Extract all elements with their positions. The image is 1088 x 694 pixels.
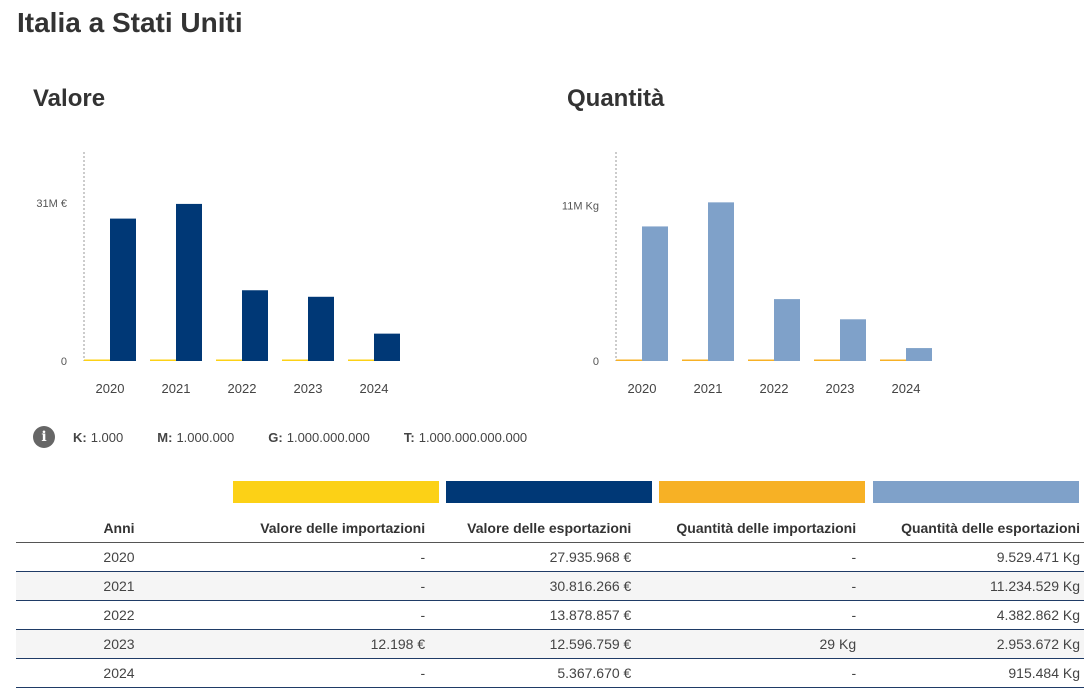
header-import-qty: Quantità delle importazioni [635,514,861,543]
cell-import-qty: - [635,571,861,601]
export-bar-2024 [906,348,932,361]
units-legend: i K: 1.000 M: 1.000.000 G: 1.000.000.000 T:… [33,426,561,448]
x-tick-label-2023: 2023 [826,381,855,396]
cell-export-value: 13.878.857 € [429,600,636,630]
import-bar-2021 [682,359,708,361]
unit-g: G: 1.000.000.000 [268,429,370,445]
x-tick-label-2023: 2023 [294,381,323,396]
header-anni: Anni [16,514,222,543]
cell-export-qty: 2.953.672 Kg [860,629,1084,659]
export-bar-2023 [308,296,334,361]
export-bar-2022 [774,299,800,361]
export-bar-2024 [374,333,400,361]
page-title: Italia a Stati Uniti [17,7,243,38]
x-tick-label-2021: 2021 [694,381,723,396]
cell-export-value: 27.935.968 € [429,542,636,572]
value-bar-chart: 0 31M € 2020 2021 2022 2023 2024 [36,152,400,396]
y-tick-label: 0 [61,356,67,368]
export-bar-2020 [642,226,668,361]
unit-k: K: 1.000 [73,429,124,445]
cell-import-qty: - [635,658,861,688]
cell-import-value: - [222,658,430,688]
chart-title-valore: Valore [33,85,106,112]
quantity-bar-chart: 0 11M Kg 2020 2021 2022 2023 2024 [562,152,932,396]
export-bar-2021 [708,202,734,361]
import-bar-2021 [150,359,176,361]
cell-import-value: 12.198 € [222,629,430,659]
cell-year: 2022 [16,600,222,630]
import-bar-2024 [880,359,906,361]
cell-import-qty: 29 Kg [635,629,861,659]
cell-export-value: 5.367.670 € [429,658,636,688]
table-header-row: Anni Valore delle importazioni Valore de… [16,514,1084,543]
export-qty-color-bar [873,481,1079,503]
cell-year: 2021 [16,571,222,601]
y-tick-label: 11M Kg [562,201,599,213]
cell-export-value: 12.596.759 € [429,629,636,659]
cell-export-qty: 915.484 Kg [860,658,1084,688]
cell-import-qty: - [635,600,861,630]
import-bar-2022 [216,359,242,361]
x-tick-label-2020: 2020 [96,381,125,396]
unit-t: T: 1.000.000.000.000 [403,429,528,445]
y-tick-label: 31M € [36,198,67,210]
header-export-qty: Quantità delle esportazioni [860,514,1084,543]
table-row: 2022 - 13.878.857 € - 4.382.862 Kg [16,600,1084,630]
import-bar-2024 [348,359,374,361]
cell-import-value: - [222,600,430,630]
cell-year: 2020 [16,542,222,572]
export-bar-2023 [840,319,866,361]
export-bar-2020 [110,218,136,361]
export-value-color-bar [446,481,652,503]
import-bar-2023 [282,359,308,361]
cell-export-value: 30.816.266 € [429,571,636,601]
cell-import-qty: - [635,542,861,572]
header-export-value: Valore delle esportazioni [429,514,636,543]
export-bar-2022 [242,290,268,361]
cell-import-value: - [222,571,430,601]
cell-year: 2023 [16,629,222,659]
header-import-value: Valore delle importazioni [222,514,430,543]
x-tick-label-2020: 2020 [628,381,657,396]
x-tick-label-2024: 2024 [360,381,389,396]
unit-m: M: 1.000.000 [157,429,235,445]
info-icon[interactable]: i [33,426,55,448]
y-tick-label: 0 [593,356,599,368]
table-row: 2020 - 27.935.968 € - 9.529.471 Kg [16,542,1084,572]
x-tick-label-2022: 2022 [760,381,789,396]
import-value-color-bar [233,481,439,503]
import-qty-color-bar [659,481,865,503]
import-bar-2022 [748,359,774,361]
table-row: 2023 12.198 € 12.596.759 € 29 Kg 2.953.6… [16,629,1084,659]
cell-export-qty: 9.529.471 Kg [860,542,1084,572]
cell-year: 2024 [16,658,222,688]
import-bar-2020 [616,359,642,361]
x-tick-label-2022: 2022 [228,381,257,396]
table-row: 2024 - 5.367.670 € - 915.484 Kg [16,658,1084,688]
cell-export-qty: 11.234.529 Kg [860,571,1084,601]
trade-data-table: Anni Valore delle importazioni Valore de… [16,514,1084,688]
x-tick-label-2024: 2024 [892,381,921,396]
chart-title-quantita: Quantità [567,85,665,112]
cell-import-value: - [222,542,430,572]
x-tick-label-2021: 2021 [162,381,191,396]
export-bar-2021 [176,203,202,361]
table-row: 2021 - 30.816.266 € - 11.234.529 Kg [16,571,1084,601]
import-bar-2023 [814,359,840,361]
cell-export-qty: 4.382.862 Kg [860,600,1084,630]
import-bar-2020 [84,359,110,361]
